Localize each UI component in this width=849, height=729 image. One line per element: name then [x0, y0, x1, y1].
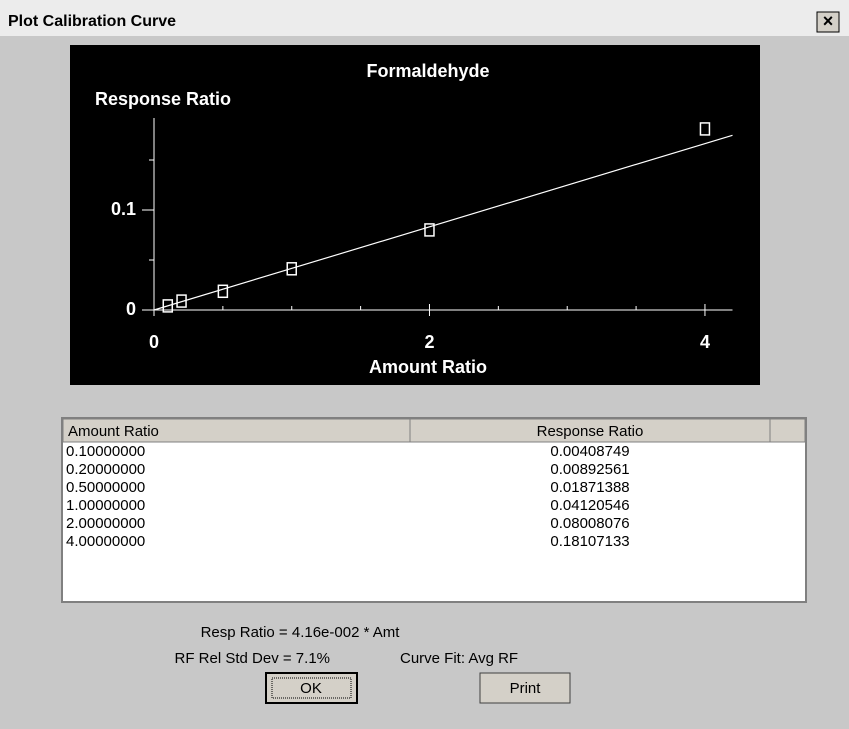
- close-button[interactable]: [816, 11, 840, 33]
- chart-title: Formaldehyde: [366, 61, 489, 81]
- print-button[interactable]: [479, 672, 571, 704]
- column-title: Response Ratio: [537, 423, 644, 440]
- y-tick-label: 0.1: [111, 199, 136, 219]
- rsd: RF Rel Std Dev = 7.1%: [175, 650, 330, 667]
- plot-area: [70, 45, 760, 385]
- cell: 4.00000000: [66, 533, 145, 550]
- window-title: Plot Calibration Curve: [8, 13, 176, 30]
- close-glyph[interactable]: ×: [823, 11, 834, 31]
- column-title: Amount Ratio: [68, 423, 159, 440]
- x-tick-label: 0: [149, 332, 159, 352]
- x-tick-label: 2: [424, 332, 434, 352]
- x-axis-label: Amount Ratio: [369, 357, 487, 377]
- data-point: [162, 299, 174, 313]
- cell: 0.18107133: [550, 533, 629, 550]
- cell: 2.00000000: [66, 515, 145, 532]
- cell: 0.20000000: [66, 461, 145, 478]
- data-point: [176, 294, 187, 308]
- data-point: [217, 284, 229, 299]
- y-axis-label: Response Ratio: [95, 89, 231, 109]
- list-view[interactable]: [61, 417, 807, 603]
- data-point: [699, 122, 711, 136]
- cell: 0.01871388: [550, 479, 629, 496]
- fit-line: [153, 134, 733, 311]
- print-label[interactable]: Print: [510, 680, 542, 697]
- cell: 0.00408749: [550, 443, 629, 460]
- cell: 0.08008076: [550, 515, 629, 532]
- column-header: [769, 418, 806, 443]
- y-tick-label: 0: [126, 299, 136, 319]
- equation: Resp Ratio = 4.16e-002 * Amt: [201, 624, 401, 641]
- title-bar: [0, 0, 849, 36]
- ok-label[interactable]: OK: [300, 680, 322, 697]
- cell: 1.00000000: [66, 497, 145, 514]
- cell: 0.00892561: [550, 461, 629, 478]
- focus-rect: [271, 677, 352, 699]
- cell: 0.50000000: [66, 479, 145, 496]
- cell: 0.04120546: [550, 497, 629, 514]
- cell: 0.10000000: [66, 443, 145, 460]
- data-point: [424, 223, 435, 237]
- curve-fit: Curve Fit: Avg RF: [400, 650, 518, 667]
- data-point: [286, 262, 297, 276]
- x-tick-label: 4: [700, 332, 710, 352]
